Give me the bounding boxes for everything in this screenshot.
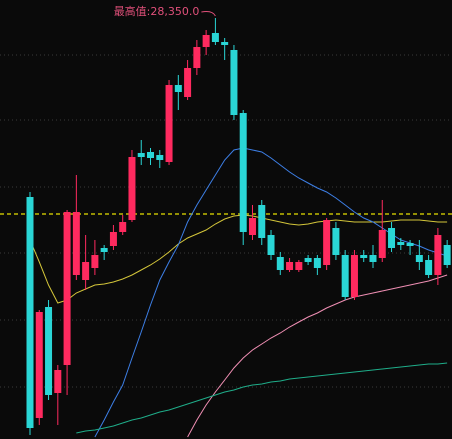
candle-body [184,68,192,97]
candle-body [415,255,423,262]
candle-body [91,255,99,268]
candle-body [165,85,173,162]
candle-body [258,205,266,238]
candle-body [221,42,229,45]
candle-body [45,307,53,395]
candle-body [202,35,210,47]
annotation-label: 最高值:28,350.0 [114,4,200,18]
candle-body [295,262,303,270]
candle-body [323,220,331,265]
candle-body [174,85,182,92]
candle-body [193,47,201,68]
candle-body [332,228,340,255]
candle-body [211,33,219,42]
candle-body [286,262,294,270]
candle-body [230,50,238,115]
candle-body [369,255,377,262]
candle-body [35,312,43,418]
candle-body [304,258,312,262]
candle-body [360,255,368,258]
candle-body [443,245,451,265]
ma-line [29,214,448,304]
candle-body [72,212,80,275]
candle-body [341,255,349,297]
candle-body [100,248,108,252]
candle-body [54,370,62,393]
ma-line [187,274,448,438]
candle-body [267,235,275,255]
grid [0,54,452,388]
candles [26,18,451,435]
candle-body [434,235,442,275]
candle-body [119,222,127,232]
candle-body [128,157,136,220]
candle-body [26,197,34,428]
annotation-arrow [201,11,216,17]
candle-body [378,230,386,258]
candle-body [425,260,433,275]
candle-body [388,228,396,248]
candle-body [350,255,358,297]
candle-body [63,212,71,365]
ma-line [94,147,448,438]
candle-body [156,155,164,160]
annotations: 最高值:28,350.0 [114,4,216,18]
candle-body [248,218,256,235]
candle-body [109,232,117,246]
candle-body [137,153,145,157]
ma-line [76,362,448,434]
candle-body [239,113,247,232]
candle-body [406,243,414,246]
candle-body [82,262,90,280]
candle-body [276,257,284,270]
candle-body [313,258,321,268]
candle-body [397,242,405,245]
candle-body [147,152,155,158]
